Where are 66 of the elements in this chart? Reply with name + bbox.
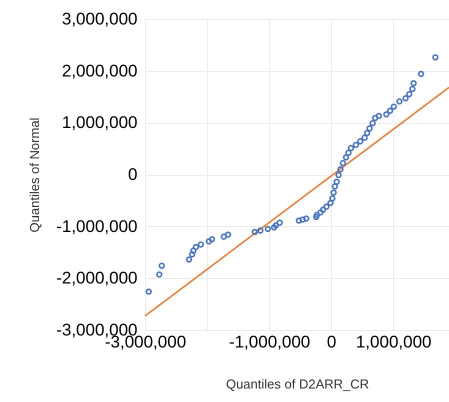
point: [432, 54, 438, 60]
point: [317, 209, 324, 216]
y-tick-label: -2,000,000: [56, 268, 138, 288]
point: [372, 114, 378, 122]
point: [224, 231, 232, 238]
point: [146, 288, 152, 295]
point: [376, 112, 382, 120]
point: [208, 236, 216, 242]
point: [313, 214, 320, 220]
point: [320, 206, 326, 213]
point: [264, 226, 271, 232]
point: [299, 216, 306, 223]
point: [327, 200, 334, 206]
point: [330, 190, 337, 196]
point: [390, 103, 397, 110]
point: [186, 256, 192, 263]
y-tick-label: 2,000,000: [62, 61, 138, 80]
point: [406, 91, 412, 98]
point: [352, 142, 360, 148]
point: [220, 234, 227, 240]
y-tick-label: 0: [128, 165, 138, 184]
point: [206, 238, 212, 245]
point: [418, 70, 424, 78]
point: [396, 98, 403, 105]
point: [303, 215, 310, 222]
point: [409, 86, 416, 92]
point: [158, 262, 165, 269]
point: [190, 248, 197, 254]
point: [366, 125, 373, 132]
point: [361, 134, 368, 141]
point: [276, 220, 283, 226]
point: [337, 166, 344, 172]
x-tick-label: -1,000,000: [228, 332, 310, 352]
point: [314, 212, 320, 218]
point: [296, 217, 302, 224]
point: [410, 80, 417, 86]
x-axis-title: Quantiles of D2ARR_CR: [226, 376, 370, 392]
point: [383, 111, 390, 118]
x-tick-label: 1,000,000: [356, 332, 432, 352]
point: [270, 224, 278, 231]
y-tick-label: 3,000,000: [62, 10, 138, 28]
point: [370, 120, 376, 126]
point: [332, 183, 338, 190]
point: [342, 154, 350, 161]
point: [323, 203, 330, 210]
y-tick-label: 1,000,000: [62, 113, 138, 132]
point: [335, 172, 342, 178]
point: [156, 271, 162, 278]
point: [334, 178, 340, 185]
x-tick-label: 0: [326, 332, 336, 352]
point: [329, 195, 336, 202]
point: [198, 241, 204, 248]
point: [189, 251, 196, 258]
point: [272, 222, 280, 228]
y-tick-label: -1,000,000: [56, 216, 138, 236]
point: [340, 160, 346, 166]
point: [192, 244, 200, 250]
point: [348, 144, 354, 152]
point: [402, 95, 409, 102]
point: [364, 130, 370, 136]
point: [345, 150, 352, 156]
point: [357, 138, 364, 144]
point: [252, 228, 258, 236]
point: [257, 227, 264, 234]
point: [386, 108, 394, 114]
y-axis-title: Quantiles of Normal: [27, 117, 42, 232]
